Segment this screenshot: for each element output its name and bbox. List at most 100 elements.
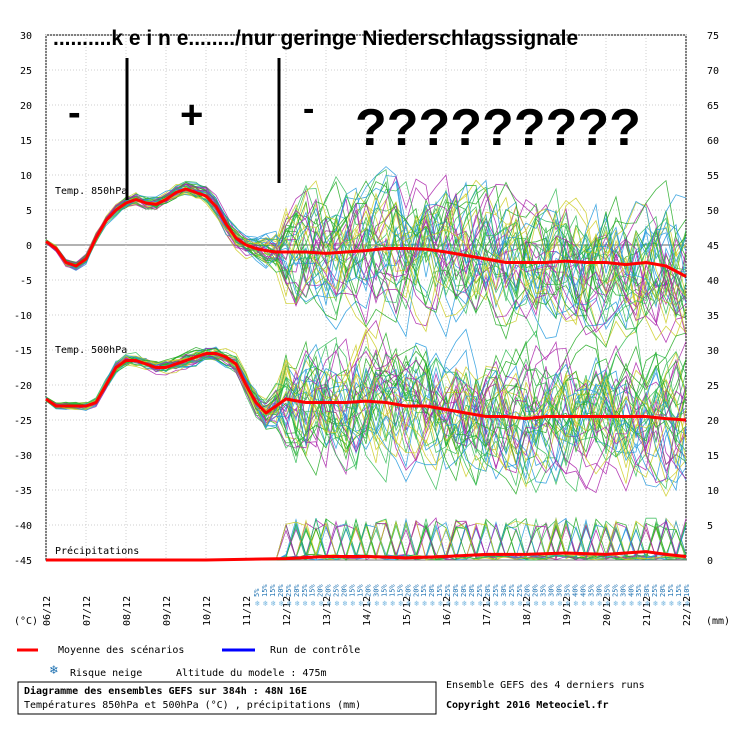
snow-risk-value: 20%	[341, 584, 349, 597]
panel-label-precip: Précipitations	[55, 545, 139, 557]
footer-copyright: Copyright 2016 Meteociel.fr	[446, 699, 609, 711]
snow-risk-value: 15%	[436, 584, 444, 597]
member-line	[45, 355, 687, 492]
snow-risk-value: 35%	[540, 584, 548, 597]
member-line	[45, 184, 687, 307]
snow-risk-value: 20%	[460, 584, 468, 597]
snowflake-icon: ❄	[534, 599, 539, 608]
snow-risk-value: 20%	[317, 584, 325, 597]
snowflake-icon: ❄	[390, 599, 395, 608]
x-tick-label: 22/12	[682, 596, 693, 626]
left-tick-label: 20	[20, 101, 32, 112]
snowflake-icon: ❄	[454, 599, 459, 608]
sign-minus-2: -	[303, 90, 314, 128]
snow-risk-value: 35%	[564, 584, 572, 597]
snowflake-icon: ❄	[518, 599, 523, 608]
snowflake-icon: ❄	[470, 599, 475, 608]
x-tick-label: 07/12	[82, 596, 93, 626]
snow-risk-value: 15%	[380, 584, 388, 597]
left-tick-label: 30	[20, 31, 32, 42]
snow-risk-value: 10%	[683, 584, 691, 597]
snowflake-icon: ❄	[502, 599, 507, 608]
snowflake-icon: ❄	[303, 599, 308, 608]
snow-risk-value: 20%	[659, 584, 667, 597]
snow-risk-value: 20%	[412, 584, 420, 597]
snow-risk-value: 15%	[269, 584, 277, 597]
snowflake-icon: ❄	[494, 599, 499, 608]
snow-risk-value: 15%	[667, 584, 675, 597]
right-tick-label: 15	[707, 451, 719, 462]
snow-risk-value: 25%	[611, 584, 619, 597]
right-tick-label: 10	[707, 486, 719, 497]
member-line	[45, 353, 687, 472]
right-tick-label: 30	[707, 346, 719, 357]
snow-risk-value: 20%	[428, 584, 436, 597]
member-line	[45, 183, 687, 327]
snowflake-icon: ❄	[382, 599, 387, 608]
left-tick-label: -35	[14, 486, 32, 497]
snow-risk-value: 40%	[627, 584, 635, 597]
snowflake-icon: ❄	[287, 599, 292, 608]
snow-risk-label: Risque neige	[70, 668, 142, 679]
snowflake-icon: ❄	[605, 599, 610, 608]
snowflake-icon: ❄	[510, 599, 515, 608]
right-tick-label: 25	[707, 381, 719, 392]
snow-risk-value: 20%	[364, 584, 372, 597]
right-tick-label: 5	[707, 521, 713, 532]
panel-label-t850: Temp. 850hPa	[55, 186, 127, 197]
snowflake-icon: ❄	[271, 599, 276, 608]
snowflake-icon: ❄	[581, 599, 586, 608]
snowflake-icon: ❄	[597, 599, 602, 608]
left-tick-label: -15	[14, 346, 32, 357]
right-tick-label: 50	[707, 206, 719, 217]
legend: Moyenne des scénarios Run de contrôle ❄ …	[17, 644, 360, 679]
right-tick-label: 65	[707, 101, 719, 112]
snowflake-icon: ❄	[406, 599, 411, 608]
snow-risk-value: 40%	[579, 584, 587, 597]
member-line	[45, 188, 687, 323]
mean-line-1	[45, 352, 687, 422]
right-unit-label: (mm)	[706, 616, 730, 627]
x-tick-label: 15/12	[402, 596, 413, 626]
left-unit-label: (°C)	[14, 616, 38, 627]
snowflake-icon: ❄	[542, 599, 547, 608]
left-tick-label: -20	[14, 381, 32, 392]
snowflake-icon: ❄	[478, 599, 483, 608]
mean-line-2	[46, 550, 687, 562]
left-tick-label: -45	[14, 556, 32, 567]
snowflake-icon: ❄	[430, 599, 435, 608]
x-tick-label: 10/12	[202, 596, 213, 626]
snowflake-icon: ❄	[374, 599, 379, 608]
x-tick-label: 21/12	[642, 596, 653, 626]
snowflake-icon: ❄	[446, 599, 451, 608]
snow-risk-value: 25%	[516, 584, 524, 597]
x-tick-label: 20/12	[602, 596, 613, 626]
snow-risk-value: 20%	[293, 584, 301, 597]
snow-risk-value: 25%	[301, 584, 309, 597]
snowflake-icon: ❄	[414, 599, 419, 608]
snowflake-icon: ❄	[311, 599, 316, 608]
x-tick-label: 08/12	[122, 596, 133, 626]
legend-label-mean: Moyenne des scénarios	[58, 644, 184, 656]
snow-risk-value: 30%	[500, 584, 508, 597]
snowflake-icon: ❄	[589, 599, 594, 608]
snowflake-icon: ❄	[359, 599, 364, 608]
snowflake-icon: ❄	[255, 599, 260, 608]
member-line	[45, 188, 687, 310]
snow-risk-value: 30%	[643, 584, 651, 597]
snow-risk-value: 35%	[635, 584, 643, 597]
snowflake-icon: ❄	[621, 599, 626, 608]
left-tick-label: -10	[14, 311, 32, 322]
snow-risk-value: 20%	[452, 584, 460, 597]
x-tick-label: 11/12	[242, 596, 253, 626]
snow-risk-value: 30%	[372, 584, 380, 597]
snow-risk-value: 15%	[357, 584, 365, 597]
snowflake-icon: ❄	[558, 599, 563, 608]
x-tick-label: 12/12	[282, 596, 293, 626]
x-tick-label: 13/12	[322, 596, 333, 626]
snowflake-icon: ❄	[566, 599, 571, 608]
member-line	[45, 340, 687, 482]
sign-plus: +	[180, 93, 203, 137]
right-tick-label: 55	[707, 171, 719, 182]
